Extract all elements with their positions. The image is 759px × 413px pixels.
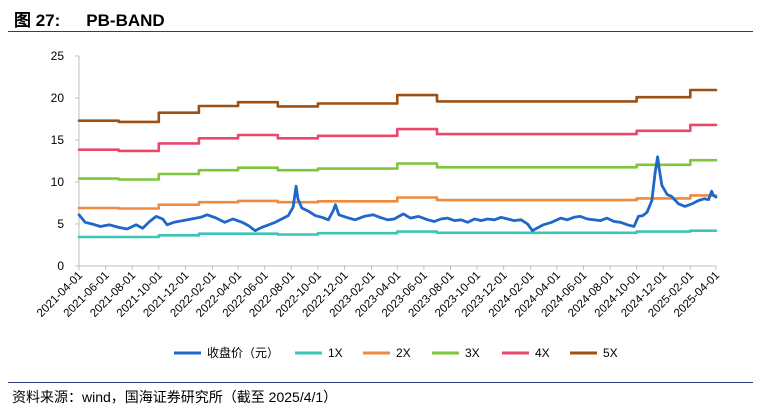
series-line-band-3x	[77, 158, 718, 181]
legend-label-close-price: 收盘价（元）	[207, 345, 279, 360]
y-tick-label: 25	[51, 49, 65, 63]
y-tick-label: 10	[51, 175, 65, 189]
y-tick-label: 15	[51, 133, 65, 147]
series-line-band-1x	[77, 229, 718, 239]
source-note: 资料来源：wind，国海证券研究所（截至 2025/4/1）	[12, 389, 338, 405]
y-tick-label: 5	[57, 217, 64, 231]
legend-label-band-2x: 2X	[396, 346, 411, 360]
series-line-band-5x	[77, 88, 718, 124]
chart-title: PB-BAND	[86, 11, 165, 30]
y-tick-label: 0	[57, 259, 64, 273]
legend-label-band-4x: 4X	[535, 346, 550, 360]
legend-label-band-5x: 5X	[603, 346, 618, 360]
legend-label-band-3x: 3X	[465, 346, 480, 360]
figure-number: 图 27:	[14, 11, 61, 30]
figure-title: 图 27: PB-BAND	[14, 6, 165, 31]
series-line-band-4x	[77, 123, 718, 153]
series-line-band-2x	[77, 194, 718, 210]
title-divider	[8, 31, 753, 32]
y-tick-label: 20	[51, 91, 65, 105]
source-divider	[8, 382, 753, 383]
series-layer	[77, 88, 718, 239]
axes: 05101520252021-04-012021-06-012021-08-01…	[35, 49, 722, 320]
legend-label-band-1x: 1X	[328, 346, 343, 360]
series-line-close-price	[77, 155, 718, 233]
pb-band-chart: 05101520252021-04-012021-06-012021-08-01…	[35, 49, 722, 360]
legend: 收盘价（元） 1X 2X 3X 4X 5X	[174, 345, 618, 360]
